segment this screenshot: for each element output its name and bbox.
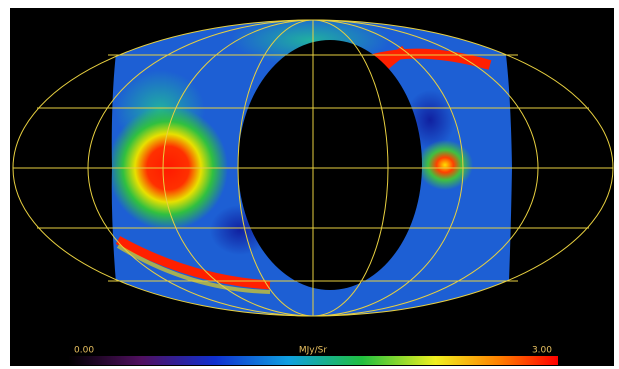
- colorbar-max: 3.00: [532, 346, 552, 356]
- emission: [417, 140, 473, 190]
- no-data-center: [238, 40, 422, 290]
- colorbar: [68, 356, 558, 365]
- sky-map-figure: 0.00 MJy/Sr 3.00: [0, 0, 619, 369]
- colorbar-unit: MJy/Sr: [299, 346, 327, 356]
- colorbar-min: 0.00: [74, 346, 94, 356]
- page: 0.00 MJy/Sr 3.00 (() => { const data = J…: [0, 0, 619, 369]
